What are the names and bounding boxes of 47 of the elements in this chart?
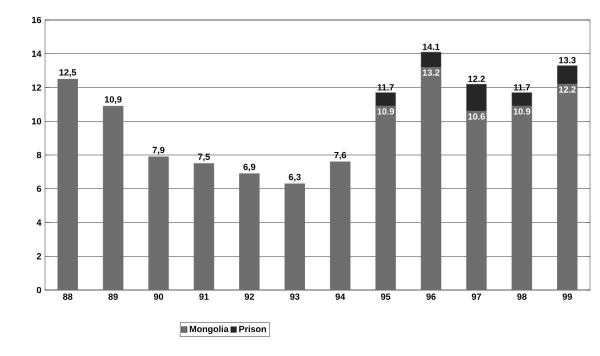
total-label: 12.2	[468, 76, 485, 82]
x-tick-label: 96	[426, 294, 436, 300]
x-tick-label: 91	[199, 294, 209, 300]
data-label: 6,3	[288, 174, 301, 182]
total-label: 11.7	[514, 84, 530, 90]
y-tick-label: 4	[36, 219, 42, 226]
y-tick-label: 12	[32, 84, 42, 91]
data-label: 10.9	[377, 108, 394, 115]
data-label: 7,5	[198, 154, 210, 162]
total-label: 13.3	[559, 57, 576, 64]
data-label: 10,9	[104, 96, 122, 104]
x-tick-label: 98	[517, 294, 527, 300]
x-tick-label: 95	[380, 294, 390, 300]
bar	[284, 183, 305, 290]
legend-label: Mongolia	[190, 326, 229, 334]
total-label: 14.1	[422, 44, 440, 50]
x-tick-label: 90	[154, 294, 164, 300]
y-tick-label: 14	[32, 50, 42, 57]
data-label: 10.9	[514, 108, 530, 115]
bar	[239, 173, 260, 290]
x-tick-label: 88	[63, 294, 72, 300]
x-tick-label: 93	[290, 294, 300, 300]
y-tick-label: 0	[36, 286, 42, 294]
data-label: 12.2	[559, 86, 576, 93]
data-label: 6,9	[243, 164, 256, 172]
x-tick-label: 94	[336, 294, 346, 300]
data-label: 7,6	[334, 152, 346, 160]
legend-label: Prison	[239, 326, 266, 332]
data-label: 12,5	[60, 69, 76, 77]
bar	[148, 156, 169, 290]
bar	[102, 106, 124, 290]
x-tick-label: 97	[472, 294, 482, 300]
data-label: 7,9	[152, 146, 164, 154]
data-label: 10.6	[468, 113, 485, 120]
bar	[194, 163, 214, 290]
y-tick-label: 8	[36, 152, 42, 158]
x-tick-label: 92	[244, 294, 254, 300]
bar	[58, 78, 78, 290]
y-tick-label: 16	[32, 16, 42, 24]
total-label: 11.7	[378, 84, 394, 90]
x-tick-label: 89	[108, 294, 118, 300]
y-tick-label: 10	[32, 118, 42, 124]
data-label: 13.2	[422, 69, 440, 76]
y-tick-label: 2	[36, 253, 42, 260]
x-tick-label: 99	[562, 294, 572, 300]
bar	[330, 162, 350, 290]
y-tick-label: 6	[36, 186, 42, 192]
